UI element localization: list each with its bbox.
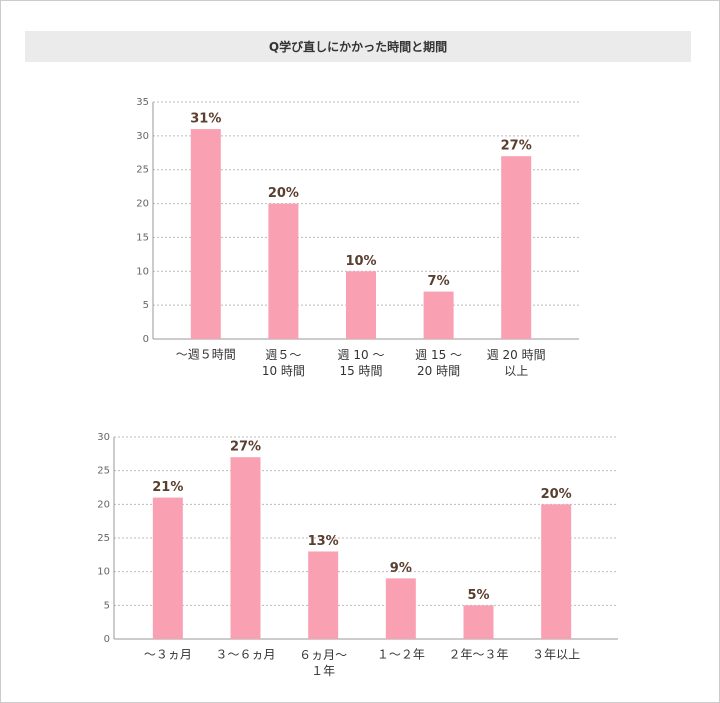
- bar: [463, 605, 494, 639]
- bar: [541, 504, 572, 639]
- y-tick-label: 5: [104, 600, 110, 611]
- value-label: 20%: [541, 487, 572, 502]
- value-label: 5%: [467, 588, 489, 603]
- value-label: 20%: [268, 186, 299, 201]
- x-tick-label: 週 15 ～ 20 時間: [415, 348, 462, 378]
- y-tick-label: 25: [97, 466, 110, 477]
- x-tick-label: ～３ヵ月: [144, 648, 192, 662]
- y-tick-label: 15: [136, 232, 149, 243]
- y-tick-label: 10: [136, 266, 149, 277]
- x-tick-label: 週 10 ～ 15 時間: [338, 348, 385, 378]
- y-tick-label: 20: [136, 199, 149, 210]
- value-label: 21%: [152, 480, 183, 495]
- y-tick-label: 0: [143, 334, 149, 345]
- y-tick-label: 0: [104, 634, 110, 645]
- bar: [268, 203, 299, 339]
- bar: [346, 271, 376, 339]
- x-tick-label: ６ヵ月～１年: [299, 648, 347, 678]
- x-tick-label: ３～６ヵ月: [215, 648, 275, 662]
- bar: [152, 497, 183, 639]
- value-label: 27%: [230, 440, 261, 455]
- bar: [385, 578, 416, 639]
- y-tick-label: 25: [136, 165, 149, 176]
- x-tick-label: １～２年: [377, 648, 425, 662]
- value-label: 31%: [190, 112, 221, 127]
- value-label: 7%: [428, 274, 450, 289]
- bar: [190, 129, 221, 339]
- value-label: 9%: [390, 561, 412, 576]
- y-tick-label: 30: [136, 131, 149, 142]
- x-tick-label: 週５～ 10 時間: [262, 348, 305, 378]
- x-tick-label: ～週５時間: [176, 348, 236, 362]
- value-label: 10%: [345, 254, 376, 269]
- y-tick-label: 10: [97, 567, 110, 578]
- y-tick-label: 25: [97, 533, 110, 544]
- x-tick-label: ３年以上: [532, 648, 580, 662]
- value-label: 13%: [308, 534, 339, 549]
- x-tick-label: ２年～３年: [448, 648, 508, 662]
- bar: [501, 156, 532, 339]
- bar: [230, 457, 261, 639]
- y-tick-label: 35: [136, 97, 149, 108]
- y-tick-label: 5: [143, 300, 149, 311]
- bar: [423, 291, 454, 339]
- x-tick-label: 週 20 時間以上: [487, 348, 546, 378]
- y-tick-label: 20: [97, 499, 110, 510]
- y-tick-label: 30: [97, 432, 110, 443]
- header-title: Q学び直しにかかった時間と期間: [25, 31, 691, 62]
- bar: [308, 551, 339, 639]
- value-label: 27%: [501, 139, 532, 154]
